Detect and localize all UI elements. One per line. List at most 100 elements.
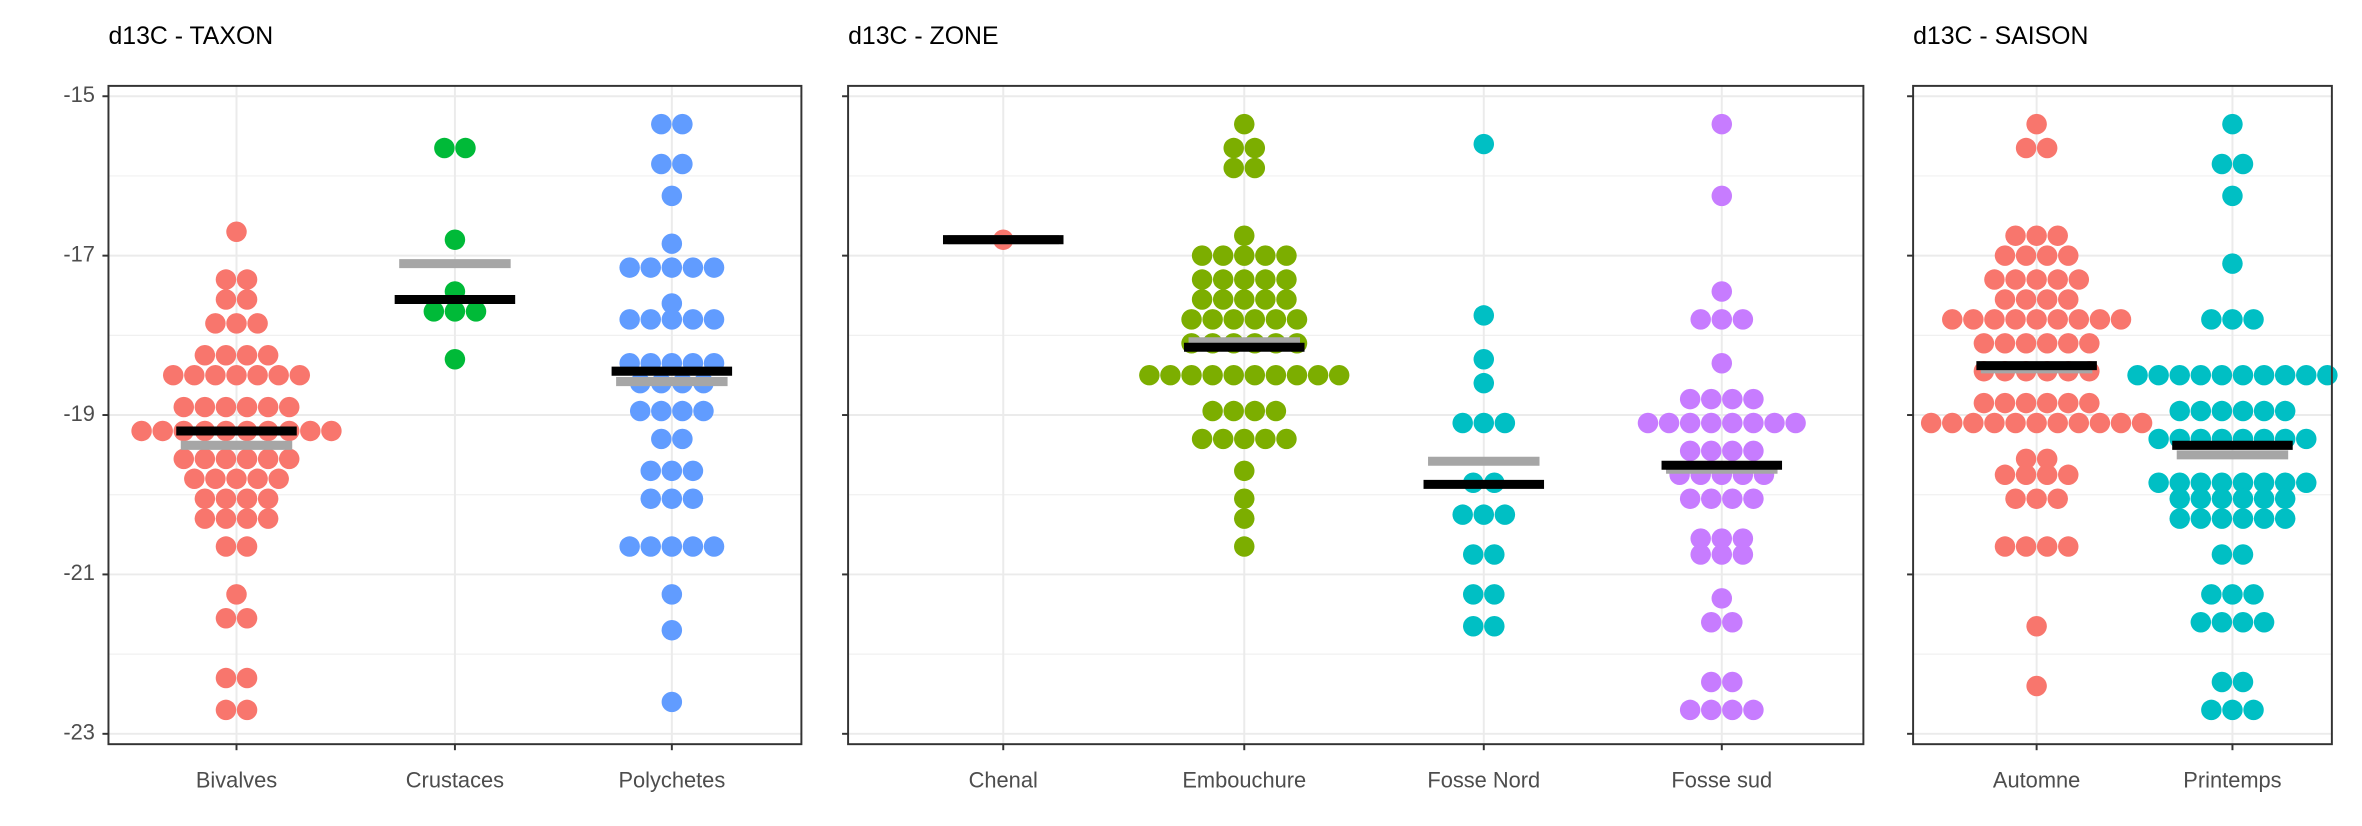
dot — [2036, 245, 2058, 266]
dot — [2036, 464, 2058, 486]
dot — [236, 269, 258, 290]
dot — [2047, 488, 2068, 509]
dot — [247, 313, 268, 334]
dot — [1223, 364, 1244, 386]
dot — [2211, 611, 2233, 633]
dot — [2253, 508, 2275, 529]
dot — [194, 508, 216, 529]
dot — [215, 536, 237, 557]
panel-border — [107, 84, 803, 746]
dot — [1690, 309, 1711, 330]
dot — [215, 345, 237, 366]
dot — [236, 396, 258, 418]
dot — [1265, 400, 1287, 422]
dot — [131, 420, 152, 442]
dot — [2169, 508, 2190, 529]
dot — [2211, 153, 2233, 175]
dot — [1234, 536, 1255, 557]
dot — [2058, 392, 2079, 414]
dot — [1191, 269, 1213, 290]
dot — [2026, 309, 2047, 330]
dot — [236, 536, 258, 557]
dot — [1244, 364, 1266, 386]
dot — [423, 301, 445, 322]
dot — [1473, 349, 1495, 370]
dot — [703, 309, 725, 330]
dot — [2211, 400, 2233, 422]
dot — [1255, 269, 1276, 290]
dot — [162, 364, 184, 386]
dot — [1223, 137, 1244, 159]
dot — [300, 420, 321, 442]
dot — [1732, 309, 1754, 330]
dot — [2036, 137, 2058, 159]
dot — [2211, 364, 2233, 386]
dot — [2274, 488, 2296, 509]
dot — [173, 448, 195, 470]
y-tick-label: -15 — [63, 82, 95, 107]
dot — [2026, 113, 2047, 135]
dot — [1984, 412, 2005, 434]
dot — [1690, 528, 1711, 549]
dot — [289, 364, 311, 386]
dot — [2169, 400, 2190, 422]
dot — [2068, 309, 2090, 330]
dot — [2015, 289, 2037, 310]
dot — [2036, 536, 2058, 557]
dot — [1701, 611, 1722, 633]
dot — [651, 113, 672, 135]
dot — [1244, 400, 1266, 422]
dot — [226, 584, 247, 605]
dot — [661, 185, 683, 207]
dot — [194, 488, 216, 509]
dot — [1722, 388, 1743, 410]
dot — [1732, 544, 1754, 565]
dot — [247, 364, 268, 386]
dot — [2036, 289, 2058, 310]
dot — [247, 468, 268, 490]
dot — [1722, 671, 1743, 693]
dot — [619, 536, 640, 557]
dot — [1307, 364, 1329, 386]
dot — [2015, 392, 2037, 414]
dot — [1244, 157, 1266, 179]
dot — [1234, 508, 1255, 529]
dot — [1494, 412, 1516, 434]
dot — [226, 364, 247, 386]
dot — [1181, 309, 1202, 330]
dot — [672, 113, 693, 135]
dot — [1711, 113, 1733, 135]
dot — [2201, 309, 2222, 330]
dot — [2005, 269, 2026, 290]
dot — [236, 345, 258, 366]
dot — [1942, 309, 1963, 330]
dot — [1711, 528, 1733, 549]
x-tick-label: Crustaces — [406, 768, 504, 793]
dot — [1743, 388, 1764, 410]
dot — [1994, 536, 2016, 557]
y-tick-label: -17 — [63, 241, 95, 266]
x-tick-label: Automne — [1993, 768, 2080, 793]
dot — [2211, 544, 2233, 565]
dot — [2036, 448, 2058, 470]
dot — [236, 488, 258, 509]
dot — [2047, 225, 2068, 246]
dot — [1202, 309, 1223, 330]
dot — [1234, 428, 1255, 450]
dot — [2047, 412, 2068, 434]
dot — [236, 508, 258, 529]
dot — [1701, 412, 1722, 434]
dot — [1473, 305, 1495, 326]
dot — [1244, 309, 1266, 330]
dot — [1701, 388, 1722, 410]
dot — [2058, 289, 2079, 310]
dot — [1764, 412, 1785, 434]
dot — [2201, 584, 2222, 605]
dot — [2232, 472, 2254, 494]
dot — [1473, 412, 1495, 434]
dot — [1234, 460, 1255, 482]
dot — [640, 488, 661, 509]
dot — [2005, 225, 2026, 246]
dot — [1473, 372, 1495, 394]
dot — [1234, 269, 1255, 290]
